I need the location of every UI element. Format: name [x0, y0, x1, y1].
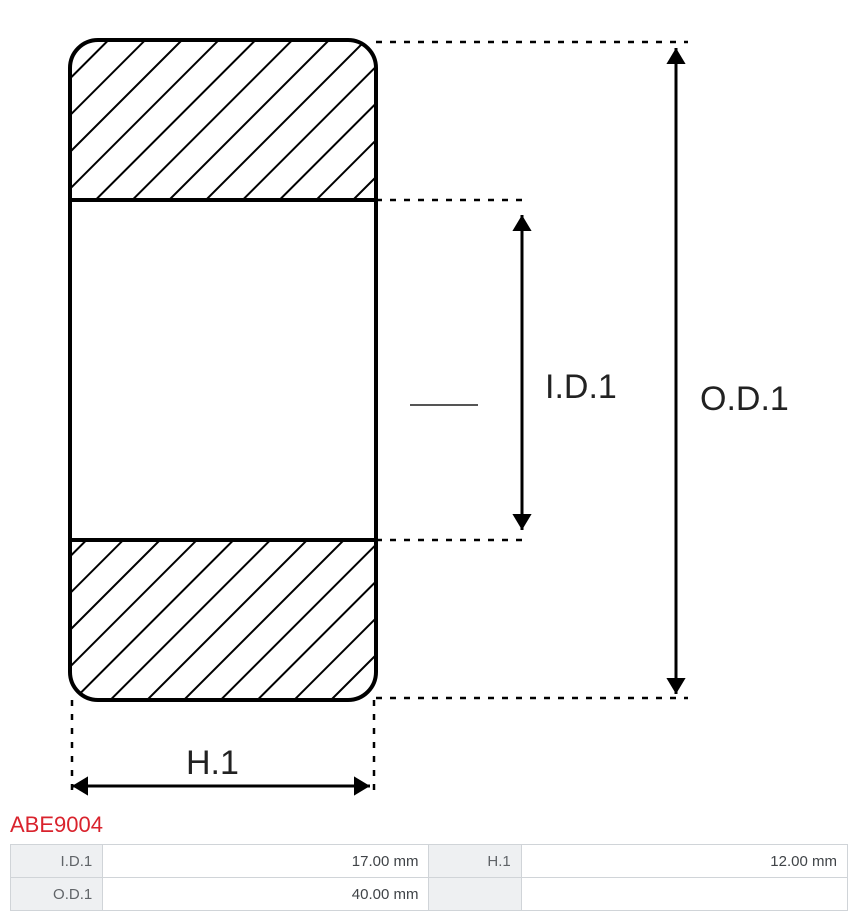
svg-text:I.D.1: I.D.1 — [545, 368, 617, 406]
svg-text:O.D.1: O.D.1 — [700, 380, 789, 418]
spec-table: I.D.117.00 mmH.112.00 mmO.D.140.00 mm — [10, 844, 848, 911]
spec-value — [521, 878, 847, 911]
spec-label: H.1 — [429, 845, 521, 878]
table-row: O.D.140.00 mm — [11, 878, 848, 911]
spec-label — [429, 878, 521, 911]
bearing-cross-section-diagram: O.D.1 I.D.1 H.1 — [0, 0, 848, 810]
table-row: I.D.117.00 mmH.112.00 mm — [11, 845, 848, 878]
spec-label: I.D.1 — [11, 845, 103, 878]
spec-label: O.D.1 — [11, 878, 103, 911]
part-code: ABE9004 — [0, 810, 848, 844]
spec-value: 17.00 mm — [103, 845, 429, 878]
spec-value: 12.00 mm — [521, 845, 847, 878]
spec-value: 40.00 mm — [103, 878, 429, 911]
svg-text:H.1: H.1 — [186, 744, 239, 782]
